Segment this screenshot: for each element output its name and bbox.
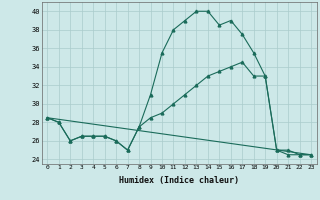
X-axis label: Humidex (Indice chaleur): Humidex (Indice chaleur) <box>119 176 239 185</box>
